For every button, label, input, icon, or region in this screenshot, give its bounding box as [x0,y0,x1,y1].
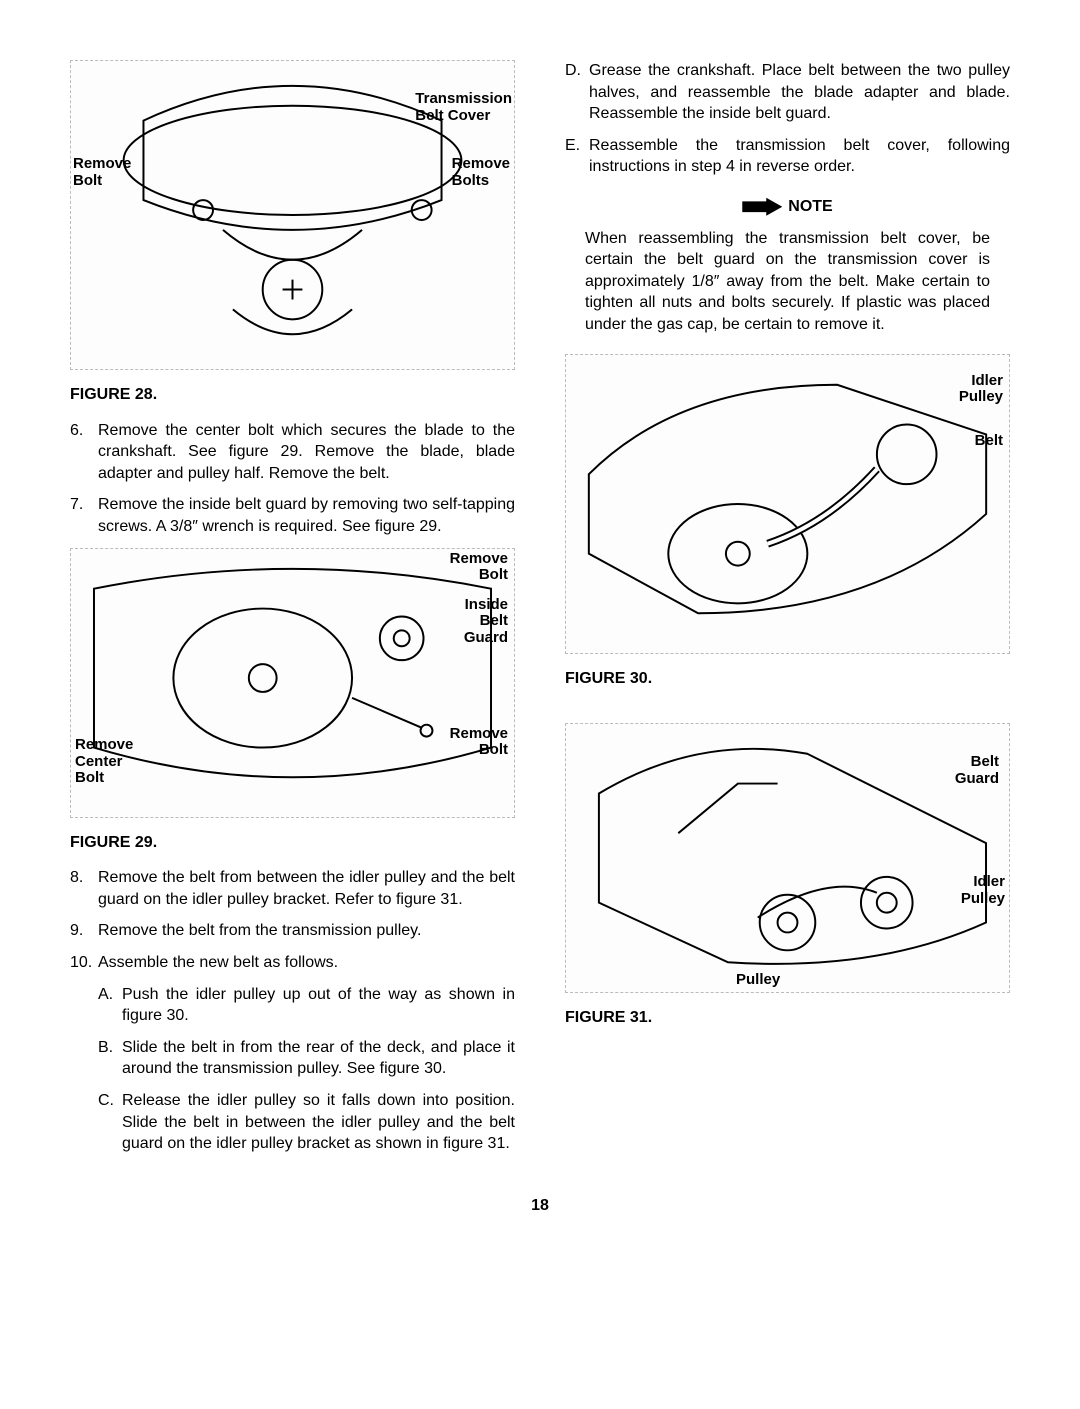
figure-30: Idler Pulley Belt [565,354,1010,654]
step-6: 6. Remove the center bolt which secures … [70,420,515,485]
figure-31-diagram [566,724,1009,992]
sub-num: E. [565,135,589,178]
step-text: Remove the center bolt which secures the… [98,420,515,485]
left-column: Remove Bolt Transmission Belt Cover Remo… [70,60,515,1165]
step-8: 8. Remove the belt from between the idle… [70,867,515,910]
callout-idler-pulley: Idler Pulley [961,874,1005,907]
step-9: 9. Remove the belt from the transmission… [70,920,515,942]
sub-text: Release the idler pulley so it falls dow… [122,1090,515,1155]
step-10: 10. Assemble the new belt as follows. [70,952,515,974]
sub-num: B. [98,1037,122,1080]
figure-28-caption: FIGURE 28. [70,384,515,406]
figure-31: Belt Guard Idler Pulley Pulley [565,723,1010,993]
page-number: 18 [70,1195,1010,1217]
callout-inside-belt-guard: Inside Belt Guard [464,597,508,647]
callout-idler-pulley: Idler Pulley [959,373,1003,406]
sub-text: Grease the crankshaft. Place belt betwee… [589,60,1010,125]
callout-remove-bolt-right: Remove Bolt [450,726,508,759]
figure-29: Remove Bolt Inside Belt Guard Remove Cen… [70,548,515,818]
figure-28: Remove Bolt Transmission Belt Cover Remo… [70,60,515,370]
substep-b: B. Slide the belt in from the rear of th… [98,1037,515,1080]
substep-a: A. Push the idler pulley up out of the w… [98,984,515,1027]
steps-8-10: 8. Remove the belt from between the idle… [70,867,515,973]
figure-29-caption: FIGURE 29. [70,832,515,854]
step-num: 10. [70,952,98,974]
arrow-icon [742,198,782,216]
page-columns: Remove Bolt Transmission Belt Cover Remo… [70,60,1010,1165]
sub-num: D. [565,60,589,125]
note-label: NOTE [788,196,832,218]
steps-6-7: 6. Remove the center bolt which secures … [70,420,515,538]
step-text: Assemble the new belt as follows. [98,952,338,974]
step-num: 7. [70,494,98,537]
step-num: 8. [70,867,98,910]
callout-remove-center-bolt: Remove Center Bolt [75,737,133,787]
substep-d: D. Grease the crankshaft. Place belt bet… [565,60,1010,125]
sub-text: Push the idler pulley up out of the way … [122,984,515,1027]
step-text: Remove the inside belt guard by removing… [98,494,515,537]
right-column: D. Grease the crankshaft. Place belt bet… [565,60,1010,1165]
substeps-d-e: D. Grease the crankshaft. Place belt bet… [565,60,1010,178]
figure-30-diagram [566,355,1009,653]
step-text: Remove the belt from between the idler p… [98,867,515,910]
sub-num: C. [98,1090,122,1155]
callout-belt-guard: Belt Guard [955,754,999,787]
substep-e: E. Reassemble the transmission belt cove… [565,135,1010,178]
step-text: Remove the belt from the transmission pu… [98,920,421,942]
sub-text: Slide the belt in from the rear of the d… [122,1037,515,1080]
note-heading: NOTE [565,196,1010,218]
callout-transmission-cover: Transmission Belt Cover [415,91,512,124]
figure-31-caption: FIGURE 31. [565,1007,1010,1029]
callout-pulley: Pulley [736,972,780,989]
callout-belt: Belt [975,433,1003,450]
substeps-a-c: A. Push the idler pulley up out of the w… [70,984,515,1155]
step-7: 7. Remove the inside belt guard by remov… [70,494,515,537]
figure-29-diagram [71,549,514,817]
substep-c: C. Release the idler pulley so it falls … [98,1090,515,1155]
callout-remove-bolts-right: Remove Bolts [452,156,510,189]
note-body: When reassembling the transmission belt … [565,228,1010,336]
step-num: 6. [70,420,98,485]
sub-text: Reassemble the transmission belt cover, … [589,135,1010,178]
step-num: 9. [70,920,98,942]
callout-remove-bolt-top: Remove Bolt [450,551,508,584]
sub-num: A. [98,984,122,1027]
figure-30-caption: FIGURE 30. [565,668,1010,690]
callout-remove-bolt-left: Remove Bolt [73,156,131,189]
